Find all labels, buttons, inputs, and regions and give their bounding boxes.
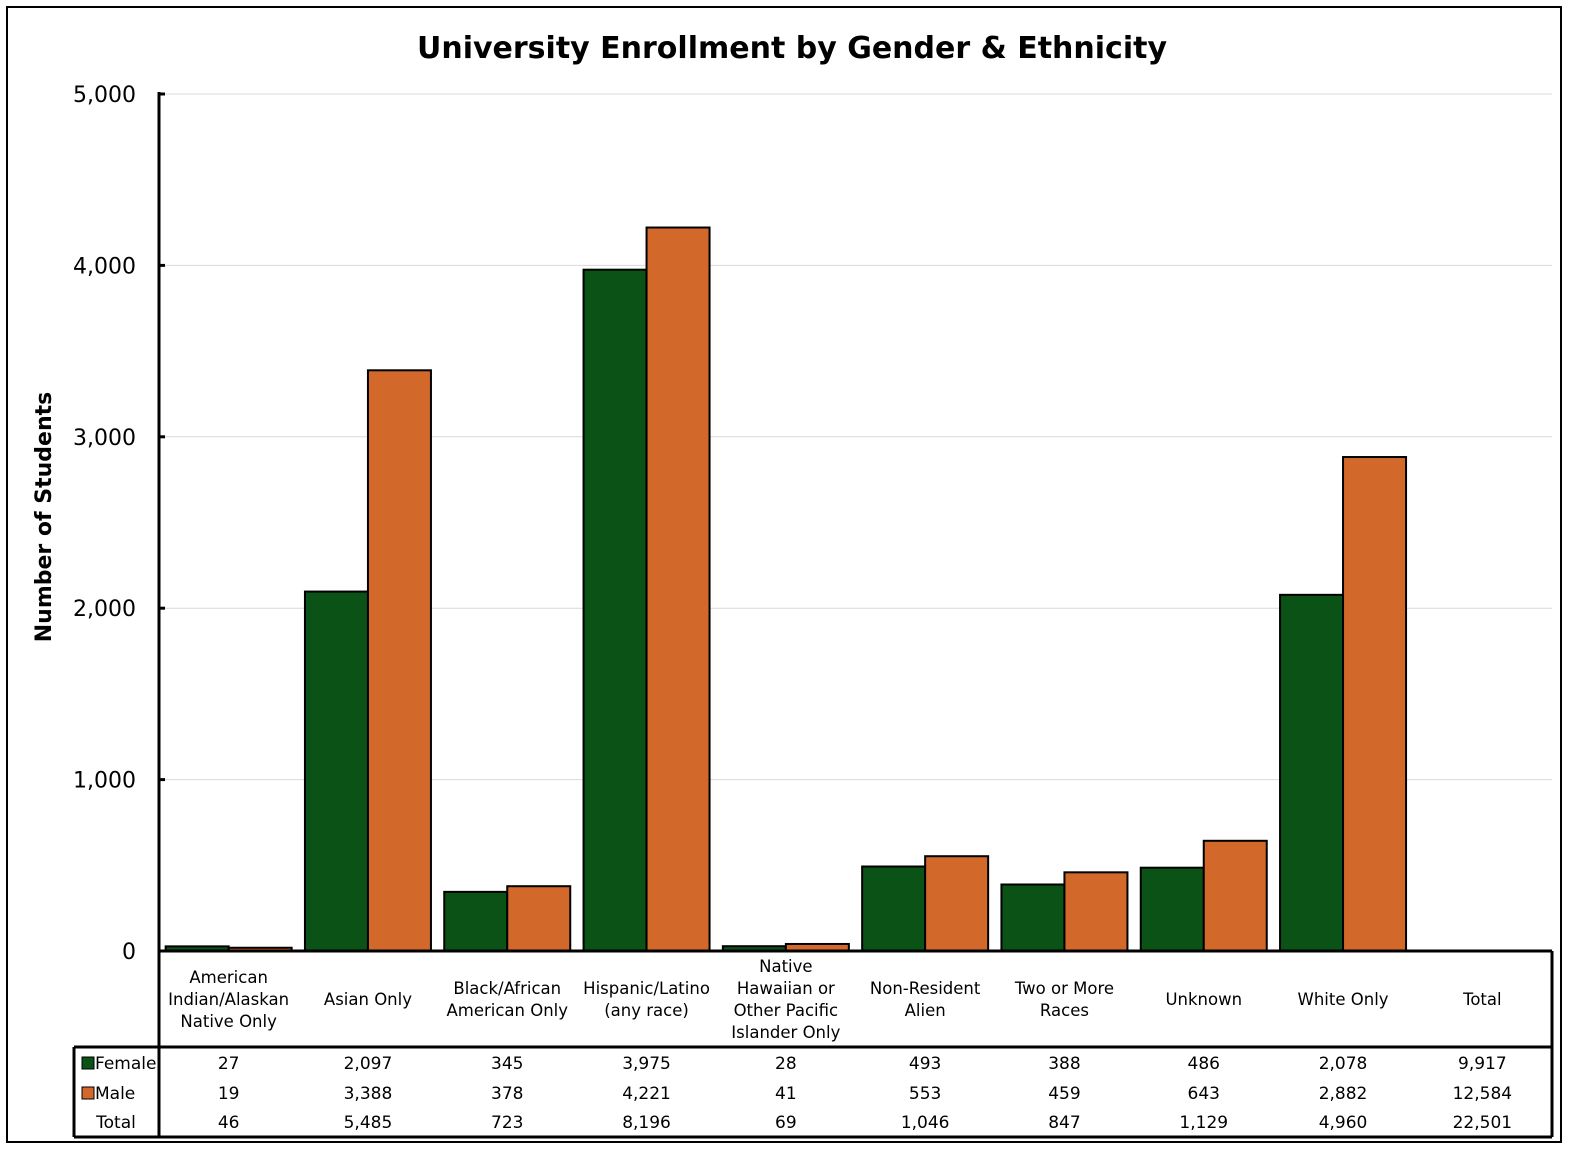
table-cell: 8,196 bbox=[622, 1113, 671, 1133]
table-cell: 22,501 bbox=[1453, 1113, 1512, 1133]
y-tick-label: 2,000 bbox=[73, 597, 136, 622]
bar-female bbox=[861, 865, 927, 953]
table-cell: 1,129 bbox=[1179, 1113, 1228, 1133]
table-cell: 12,584 bbox=[1453, 1084, 1512, 1104]
table-cell: 3,388 bbox=[344, 1084, 393, 1104]
category-label: Islander Only bbox=[731, 1023, 840, 1042]
table-cell: 2,097 bbox=[344, 1054, 393, 1074]
bar-male bbox=[645, 226, 711, 952]
y-tick-label: 0 bbox=[122, 940, 136, 965]
bar-female bbox=[582, 268, 648, 952]
chart-frame bbox=[6, 6, 1562, 1143]
category-label: Hispanic/Latino bbox=[583, 979, 710, 998]
bar-female bbox=[1000, 883, 1066, 953]
legend-key-male bbox=[81, 1086, 95, 1100]
bar-male bbox=[366, 369, 432, 952]
table-cell: 643 bbox=[1188, 1084, 1220, 1104]
category-label: Two or More bbox=[1014, 979, 1114, 998]
category-label: Races bbox=[1040, 1001, 1089, 1020]
table-cell: 5,485 bbox=[344, 1113, 393, 1133]
category-label: Black/African bbox=[453, 979, 561, 998]
table-cell: 553 bbox=[909, 1084, 941, 1104]
table-cell: 486 bbox=[1188, 1054, 1220, 1074]
bar-female bbox=[303, 590, 369, 953]
table-cell: 28 bbox=[775, 1054, 797, 1074]
table-cell: 19 bbox=[218, 1084, 240, 1104]
y-tick-label: 3,000 bbox=[73, 426, 136, 451]
table-row-label: Total bbox=[95, 1113, 136, 1133]
category-label: White Only bbox=[1298, 990, 1389, 1009]
y-tick-label: 5,000 bbox=[73, 83, 136, 108]
table-cell: 69 bbox=[775, 1113, 797, 1133]
table-cell: 493 bbox=[909, 1054, 941, 1074]
category-label: Native bbox=[759, 957, 812, 976]
y-tick-label: 4,000 bbox=[73, 254, 136, 279]
bar-male bbox=[924, 855, 990, 953]
table-cell: 388 bbox=[1048, 1054, 1080, 1074]
table-cell: 459 bbox=[1048, 1084, 1080, 1104]
category-label: Hawaiian or bbox=[737, 979, 835, 998]
chart-title: University Enrollment by Gender & Ethnic… bbox=[417, 31, 1167, 66]
category-label: American Only bbox=[446, 1001, 568, 1020]
legend-label: Male bbox=[95, 1084, 135, 1104]
table-cell: 4,221 bbox=[622, 1084, 671, 1104]
table-cell: 2,078 bbox=[1319, 1054, 1368, 1074]
bar-male bbox=[1202, 839, 1268, 952]
legend-key-female bbox=[81, 1056, 95, 1070]
table-cell: 2,882 bbox=[1319, 1084, 1368, 1104]
bar-male bbox=[506, 885, 572, 953]
bar-female bbox=[1139, 866, 1205, 952]
table-cell: 723 bbox=[491, 1113, 523, 1133]
bar-female bbox=[1279, 593, 1345, 952]
category-label: Native Only bbox=[180, 1012, 277, 1031]
y-tick-label: 1,000 bbox=[73, 769, 136, 794]
category-label: Alien bbox=[905, 1001, 946, 1020]
category-label: (any race) bbox=[604, 1001, 689, 1020]
category-label: Other Pacific bbox=[734, 1001, 839, 1020]
category-label: Unknown bbox=[1165, 990, 1242, 1009]
table-cell: 3,975 bbox=[622, 1054, 671, 1074]
y-axis-label: Number of Students bbox=[32, 392, 57, 643]
table-cell: 378 bbox=[491, 1084, 523, 1104]
category-label: American bbox=[189, 968, 268, 987]
table-cell: 1,046 bbox=[901, 1113, 950, 1133]
category-label: Non-Resident bbox=[870, 979, 981, 998]
table-cell: 41 bbox=[775, 1084, 797, 1104]
table-cell: 847 bbox=[1048, 1113, 1080, 1133]
table-cell: 345 bbox=[491, 1054, 523, 1074]
table-cell: 9,917 bbox=[1458, 1054, 1507, 1074]
category-label: Total bbox=[1462, 990, 1502, 1009]
bar-male bbox=[1063, 871, 1129, 952]
bar-male bbox=[1342, 456, 1408, 952]
legend-label: Female bbox=[95, 1054, 156, 1074]
bar-female bbox=[443, 890, 509, 953]
table-cell: 27 bbox=[218, 1054, 240, 1074]
category-label: Asian Only bbox=[324, 990, 412, 1009]
table-cell: 46 bbox=[218, 1113, 240, 1133]
category-label: Indian/Alaskan bbox=[168, 990, 289, 1009]
table-cell: 4,960 bbox=[1319, 1113, 1368, 1133]
